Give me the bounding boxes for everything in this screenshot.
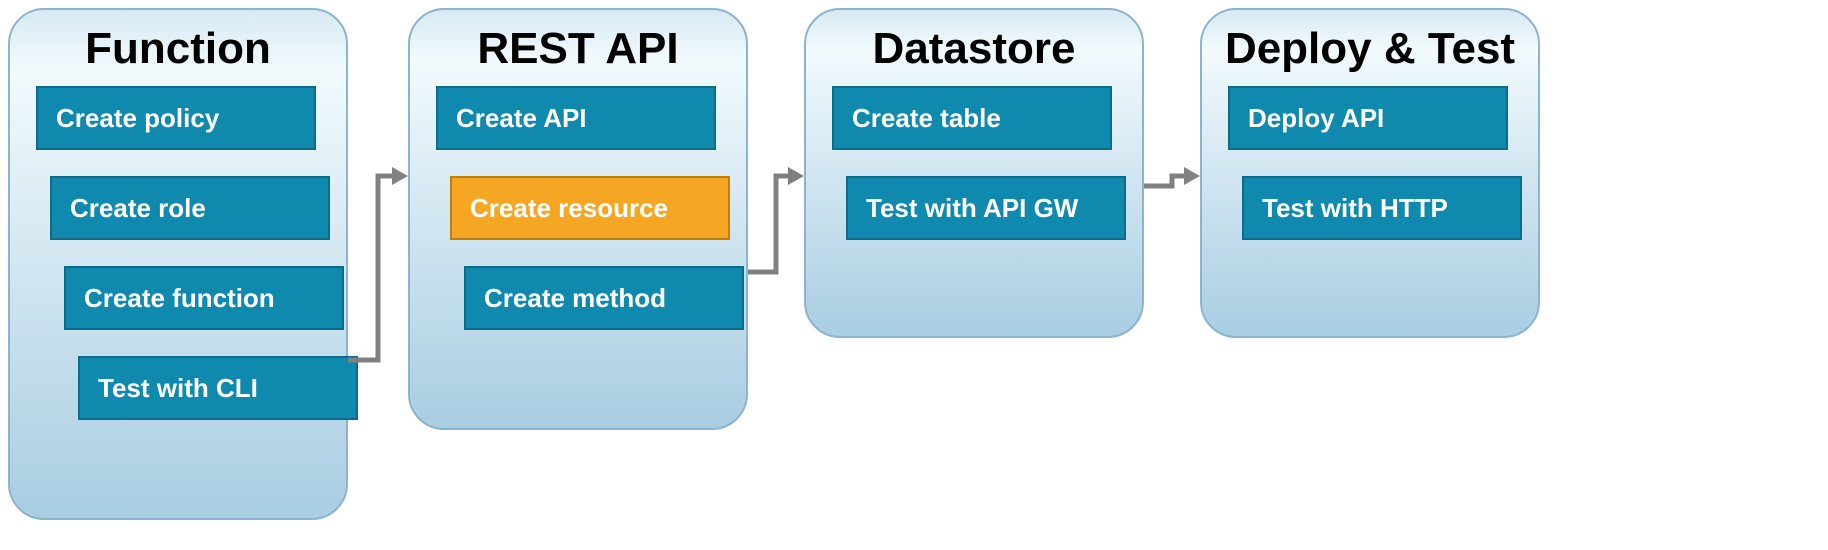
arrow-2: [0, 0, 1828, 550]
flow-diagram: FunctionCreate policyCreate roleCreate f…: [0, 0, 1828, 550]
